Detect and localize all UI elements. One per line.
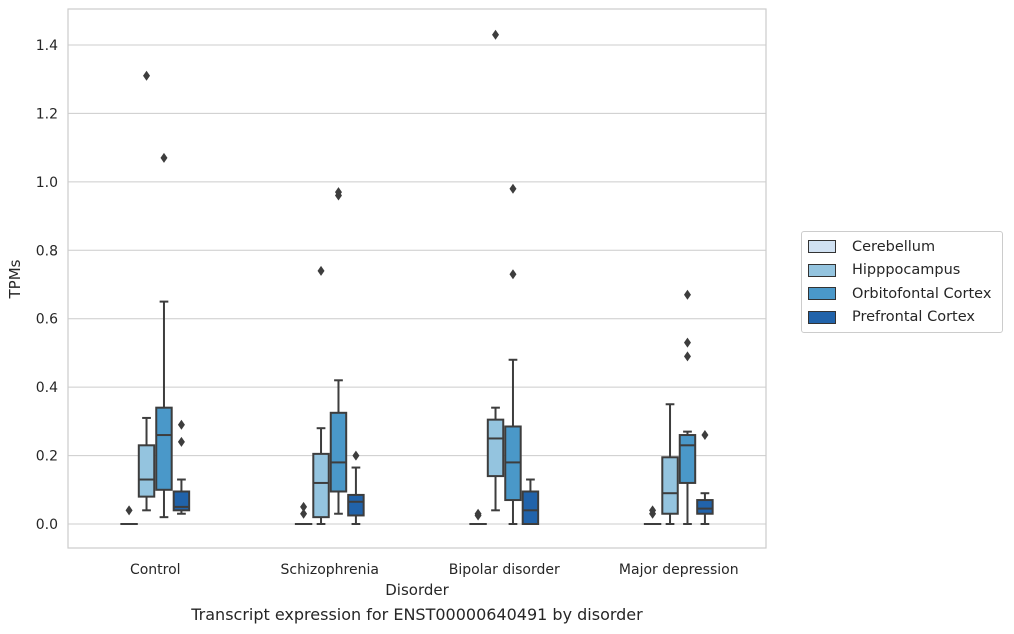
box-hipppocampus (312, 452, 330, 519)
y-tick-label: 0.6 (36, 312, 58, 328)
outlier-point (125, 505, 133, 516)
legend-item: Prefrontal Cortex (802, 306, 1002, 330)
outlier-point (701, 430, 709, 441)
x-axis-title: Disorder (385, 581, 449, 599)
box-hipppocampus (137, 444, 156, 498)
outlier-point (300, 501, 308, 512)
outlier-point (492, 29, 500, 40)
outlier-point (509, 269, 517, 280)
legend-swatch (808, 263, 836, 277)
box-prefrontal-cortex (521, 490, 540, 525)
legend-swatch (808, 287, 836, 301)
outlier-point (474, 508, 482, 519)
x-tick-label: Major depression (619, 562, 739, 578)
outlier-point (177, 419, 185, 430)
outlier-point (160, 152, 168, 163)
box-hipppocampus (661, 456, 679, 515)
box-prefrontal-cortex (347, 493, 365, 517)
box-orbitofontal-cortex (329, 411, 348, 493)
y-tick-label: 1.4 (36, 38, 58, 54)
y-axis-title: TPMs (6, 259, 24, 299)
x-tick-label: Bipolar disorder (449, 562, 560, 578)
legend: Cerebellum Hipppocampus Orbitofontal Corte… (801, 231, 1003, 333)
outlier-point (649, 505, 657, 516)
outlier-point (177, 436, 185, 447)
x-tick-label: Schizophrenia (281, 562, 379, 578)
chart-caption: Transcript expression for ENST0000064049… (191, 605, 643, 624)
box-plot-area (120, 29, 714, 526)
box-prefrontal-cortex (696, 499, 714, 515)
legend-label: Orbitofontal Cortex (852, 285, 992, 302)
legend-swatch (808, 240, 836, 254)
outlier-point (300, 508, 308, 519)
y-tick-label: 0.2 (36, 449, 58, 465)
y-tick-label: 1.2 (36, 106, 58, 122)
box-orbitofontal-cortex (155, 406, 173, 491)
outlier-point (683, 289, 691, 300)
y-tick-label: 0.4 (36, 380, 58, 396)
legend-swatch (808, 310, 836, 324)
outlier-point (334, 187, 342, 198)
legend-item: Orbitofontal Cortex (802, 282, 1002, 306)
outlier-point (143, 70, 151, 81)
y-tick-label: 1.0 (36, 175, 58, 191)
outlier-point (683, 337, 691, 348)
outlier-point (317, 265, 325, 276)
outlier-point (683, 351, 691, 362)
legend-item: Cerebellum (802, 235, 1002, 259)
x-tick-label: Control (130, 562, 181, 578)
legend-item: Hipppocampus (802, 259, 1002, 283)
legend-label: Prefrontal Cortex (852, 309, 975, 326)
box-prefrontal-cortex (172, 490, 191, 512)
y-tick-label: 0.0 (36, 517, 58, 533)
box-orbitofontal-cortex (678, 434, 697, 484)
plot-frame (67, 8, 767, 549)
legend-label: Hipppocampus (852, 262, 961, 279)
y-tick-label: 0.8 (36, 243, 58, 259)
outlier-point (509, 183, 517, 194)
axes: 0.0 0.2 0.4 0.6 0.8 1.0 1.2 1.4 Control Schizophr… (36, 8, 767, 578)
legend-label: Cerebellum (852, 238, 936, 255)
grid-lines (68, 44, 766, 525)
box-hipppocampus (486, 418, 505, 478)
outlier-point (352, 450, 360, 461)
